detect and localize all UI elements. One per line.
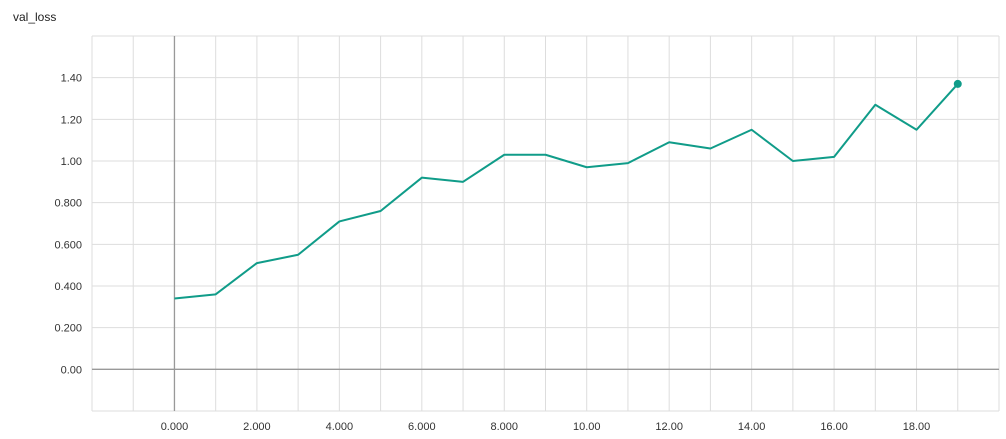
x-tick-label: 0.000 xyxy=(161,421,189,433)
y-tick-label: 0.200 xyxy=(54,323,82,335)
x-tick-label: 6.000 xyxy=(408,421,436,433)
series xyxy=(174,79,962,300)
y-tick-label: 0.600 xyxy=(54,239,82,251)
x-tick-label: 12.00 xyxy=(655,421,683,433)
y-tick-label: 1.00 xyxy=(61,156,82,168)
x-tick-label: 2.000 xyxy=(243,421,271,433)
y-tick-label: 1.40 xyxy=(61,73,82,85)
y-tick-label: 1.20 xyxy=(61,114,82,126)
y-tick-label: 0.400 xyxy=(54,281,82,293)
x-tick-label: 10.00 xyxy=(573,421,601,433)
x-tick-label: 14.00 xyxy=(738,421,766,433)
x-tick-label: 4.000 xyxy=(326,421,354,433)
x-tick-label: 8.000 xyxy=(491,421,519,433)
x-tick-label: 18.00 xyxy=(903,421,931,433)
y-tick-label: 0.800 xyxy=(54,198,82,210)
grid xyxy=(91,35,1000,412)
chart-title: val_loss xyxy=(13,10,57,24)
x-tick-label: 16.00 xyxy=(820,421,848,433)
y-tick-label: 0.00 xyxy=(61,364,82,376)
last-point-marker[interactable] xyxy=(953,79,962,88)
tick-labels: 0.00 0.200 0.400 0.600 0.800 1.00 1.20 1.40 0.00… xyxy=(54,73,930,433)
series-line xyxy=(174,83,959,300)
axes xyxy=(92,36,999,411)
